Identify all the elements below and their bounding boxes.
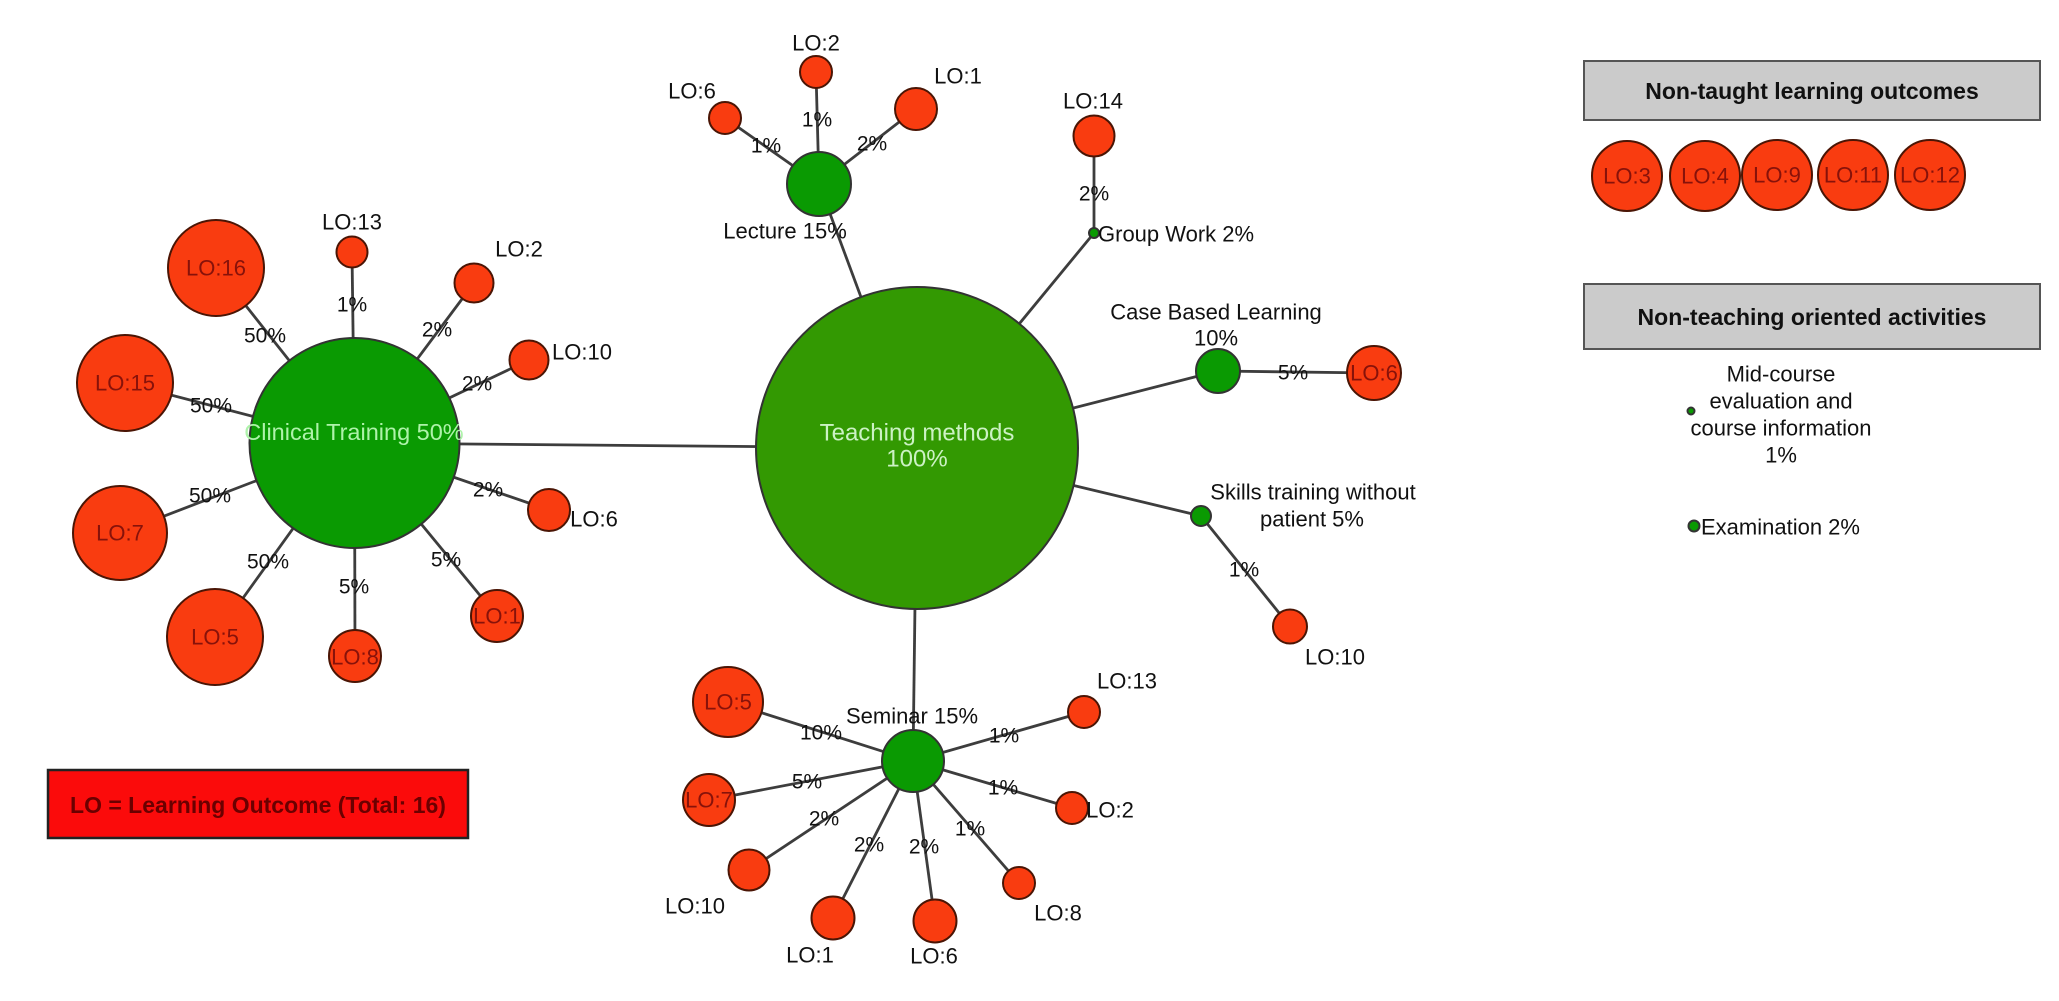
svg-text:50%: 50% bbox=[247, 551, 289, 574]
svg-text:LO:2: LO:2 bbox=[1086, 798, 1134, 823]
svg-text:LO:13: LO:13 bbox=[322, 210, 382, 235]
svg-text:1%: 1% bbox=[989, 725, 1019, 748]
svg-text:LO:4: LO:4 bbox=[1681, 164, 1729, 189]
svg-text:50%: 50% bbox=[190, 395, 232, 418]
svg-text:LO:10: LO:10 bbox=[1305, 645, 1365, 670]
svg-text:2%: 2% bbox=[809, 808, 839, 831]
svg-text:LO:6: LO:6 bbox=[668, 79, 716, 104]
svg-text:1%: 1% bbox=[988, 777, 1018, 800]
svg-text:Non-taught learning outcomes: Non-taught learning outcomes bbox=[1645, 78, 1979, 104]
svg-text:Teaching methods: Teaching methods bbox=[820, 420, 1015, 447]
svg-text:LO:1: LO:1 bbox=[473, 604, 521, 629]
svg-text:Lecture 15%: Lecture 15% bbox=[723, 219, 847, 244]
svg-text:2%: 2% bbox=[462, 373, 492, 396]
svg-text:50%: 50% bbox=[244, 325, 286, 348]
svg-text:LO:6: LO:6 bbox=[1350, 361, 1398, 386]
svg-text:1%: 1% bbox=[1765, 443, 1797, 468]
svg-text:LO:7: LO:7 bbox=[96, 521, 144, 546]
svg-text:Skills training without: Skills training without bbox=[1210, 480, 1415, 505]
svg-text:LO:3: LO:3 bbox=[1603, 164, 1651, 189]
svg-text:2%: 2% bbox=[909, 836, 939, 859]
svg-text:Non-teaching oriented activiti: Non-teaching oriented activities bbox=[1638, 304, 1987, 330]
svg-text:LO:8: LO:8 bbox=[1034, 901, 1082, 926]
svg-text:LO:5: LO:5 bbox=[191, 625, 239, 650]
svg-text:course information: course information bbox=[1691, 416, 1872, 441]
svg-text:Examination 2%: Examination 2% bbox=[1701, 515, 1860, 540]
svg-text:LO:7: LO:7 bbox=[685, 788, 733, 813]
svg-text:LO:13: LO:13 bbox=[1097, 669, 1157, 694]
svg-text:1%: 1% bbox=[955, 818, 985, 841]
svg-text:5%: 5% bbox=[792, 771, 822, 794]
svg-text:5%: 5% bbox=[431, 549, 461, 572]
svg-text:2%: 2% bbox=[1079, 183, 1109, 206]
svg-text:5%: 5% bbox=[339, 576, 369, 599]
svg-text:LO:5: LO:5 bbox=[704, 690, 752, 715]
svg-text:Seminar 15%: Seminar 15% bbox=[846, 704, 978, 729]
svg-text:LO:2: LO:2 bbox=[792, 31, 840, 56]
svg-text:Case Based Learning: Case Based Learning bbox=[1110, 300, 1322, 325]
svg-text:2%: 2% bbox=[857, 133, 887, 156]
svg-text:Group Work 2%: Group Work 2% bbox=[1098, 222, 1254, 247]
svg-text:2%: 2% bbox=[854, 834, 884, 857]
svg-text:LO:10: LO:10 bbox=[552, 340, 612, 365]
svg-text:LO:11: LO:11 bbox=[1824, 163, 1882, 188]
svg-text:LO:2: LO:2 bbox=[495, 237, 543, 262]
svg-text:LO = Learning Outcome (Total:: LO = Learning Outcome (Total: 16) bbox=[70, 792, 446, 818]
svg-text:5%: 5% bbox=[1278, 362, 1308, 385]
svg-text:patient 5%: patient 5% bbox=[1260, 507, 1364, 532]
svg-text:LO:1: LO:1 bbox=[934, 64, 982, 89]
svg-text:Mid-course: Mid-course bbox=[1727, 362, 1836, 387]
svg-text:LO:14: LO:14 bbox=[1063, 89, 1123, 114]
svg-text:evaluation and: evaluation and bbox=[1709, 389, 1852, 414]
svg-text:LO:12: LO:12 bbox=[1900, 163, 1960, 188]
svg-text:Clinical Training 50%: Clinical Training 50% bbox=[244, 419, 464, 445]
svg-text:LO:6: LO:6 bbox=[570, 507, 618, 532]
svg-text:1%: 1% bbox=[802, 109, 832, 132]
svg-text:100%: 100% bbox=[886, 446, 947, 473]
svg-text:LO:16: LO:16 bbox=[186, 256, 246, 281]
svg-text:LO:10: LO:10 bbox=[665, 894, 725, 919]
svg-text:LO:9: LO:9 bbox=[1753, 163, 1801, 188]
svg-text:LO:8: LO:8 bbox=[331, 645, 379, 670]
svg-text:50%: 50% bbox=[189, 485, 231, 508]
svg-text:2%: 2% bbox=[422, 319, 452, 342]
svg-text:LO:1: LO:1 bbox=[786, 943, 834, 968]
svg-text:1%: 1% bbox=[337, 294, 367, 317]
svg-text:10%: 10% bbox=[800, 722, 842, 745]
svg-text:LO:15: LO:15 bbox=[95, 371, 155, 396]
svg-text:LO:6: LO:6 bbox=[910, 944, 958, 969]
svg-text:2%: 2% bbox=[473, 479, 503, 502]
svg-text:10%: 10% bbox=[1194, 326, 1238, 351]
svg-text:1%: 1% bbox=[751, 135, 781, 158]
svg-text:1%: 1% bbox=[1229, 559, 1259, 582]
